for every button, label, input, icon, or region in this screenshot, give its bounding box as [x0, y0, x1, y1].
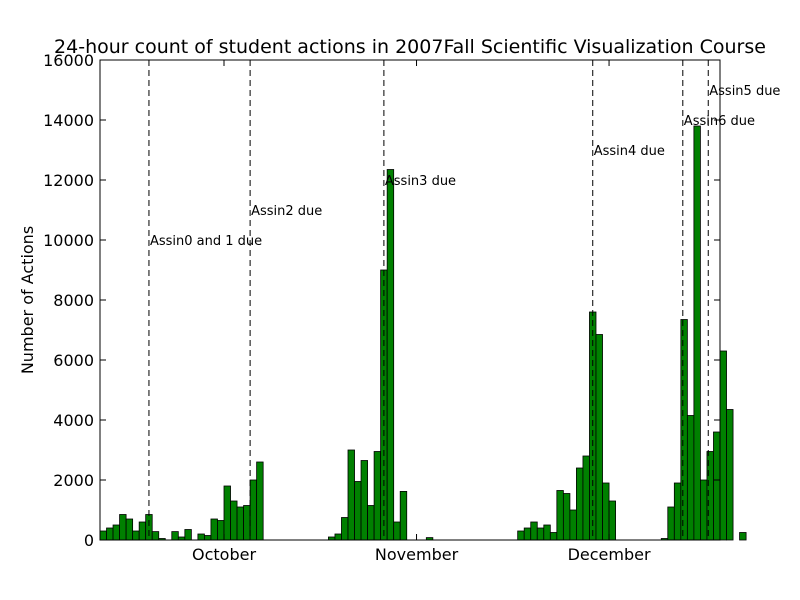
bar	[210, 518, 218, 541]
y-tick-label: 12000	[43, 171, 94, 190]
bar	[393, 521, 401, 541]
y-tick-label: 14000	[43, 111, 94, 130]
bar	[106, 527, 114, 541]
annotation-label: Assin5 due	[709, 84, 780, 99]
bar	[693, 125, 701, 541]
annotations-group: Assin0 and 1 due Assin2 due Assin3 due Assi…	[148, 60, 780, 540]
bar	[99, 530, 107, 541]
bar	[132, 530, 140, 541]
y-axis-ticks: 0 2000 4000 6000 8000 10000 12000 14000 16000	[43, 51, 720, 550]
y-tick-label: 8000	[53, 291, 94, 310]
bar	[517, 530, 525, 541]
y-tick-label: 0	[84, 531, 94, 550]
bar	[713, 431, 721, 541]
annotation-label: Assin2 due	[251, 204, 322, 219]
bar	[354, 481, 362, 541]
y-axis-label: Number of Actions	[18, 226, 37, 374]
bar	[151, 531, 160, 541]
bar	[680, 319, 688, 541]
bar	[739, 532, 747, 541]
x-tick-label: October	[192, 545, 256, 564]
bar	[171, 531, 179, 541]
y-tick-label: 6000	[53, 351, 94, 370]
bar	[556, 490, 564, 541]
plot-frame	[99, 59, 721, 541]
bar	[145, 514, 153, 541]
bar	[243, 505, 251, 541]
y-tick-label: 16000	[43, 51, 94, 70]
bar	[576, 467, 584, 541]
bar	[197, 533, 205, 541]
bar	[217, 520, 225, 541]
bar	[399, 490, 408, 541]
bar	[686, 415, 695, 541]
bar	[602, 482, 610, 541]
bar	[569, 509, 577, 541]
y-tick-label: 2000	[53, 471, 94, 490]
bar	[223, 485, 231, 541]
annotation-label: Assin4 due	[594, 144, 665, 159]
bar	[608, 500, 616, 541]
bar	[125, 518, 134, 541]
bar	[595, 334, 603, 541]
y-tick-label: 10000	[43, 231, 94, 250]
bar	[204, 535, 212, 541]
annotation-label: Assin3 due	[385, 174, 456, 189]
bar	[726, 409, 734, 541]
bar	[230, 500, 238, 541]
annotation-label: Assin0 and 1 due	[150, 234, 262, 249]
bar	[719, 350, 727, 541]
annotation-label: Assin6 due	[684, 114, 755, 129]
bar	[341, 517, 349, 541]
bar	[367, 505, 375, 541]
bar	[360, 460, 368, 541]
bar	[667, 506, 675, 541]
bar	[673, 482, 682, 541]
chart-title: 24-hour count of student actions in 2007…	[54, 36, 766, 58]
bar	[119, 514, 127, 541]
y-tick-label: 4000	[53, 411, 94, 430]
x-tick-label: November	[375, 545, 459, 564]
bar	[373, 451, 382, 541]
bar	[236, 506, 244, 541]
bar	[347, 449, 355, 541]
bar	[523, 527, 532, 541]
bar	[184, 529, 192, 541]
bar	[543, 524, 551, 541]
bar	[386, 169, 395, 541]
bar	[138, 521, 147, 541]
bar	[562, 493, 571, 541]
bar	[249, 479, 258, 541]
bar	[582, 455, 590, 541]
bar	[700, 479, 708, 541]
bar	[256, 461, 264, 541]
bar	[334, 533, 342, 541]
bar	[530, 521, 538, 541]
x-axis-ticks: October November December	[192, 60, 651, 564]
bar	[536, 527, 545, 541]
bar	[549, 532, 558, 541]
x-tick-label: December	[568, 545, 651, 564]
bar	[112, 524, 120, 541]
